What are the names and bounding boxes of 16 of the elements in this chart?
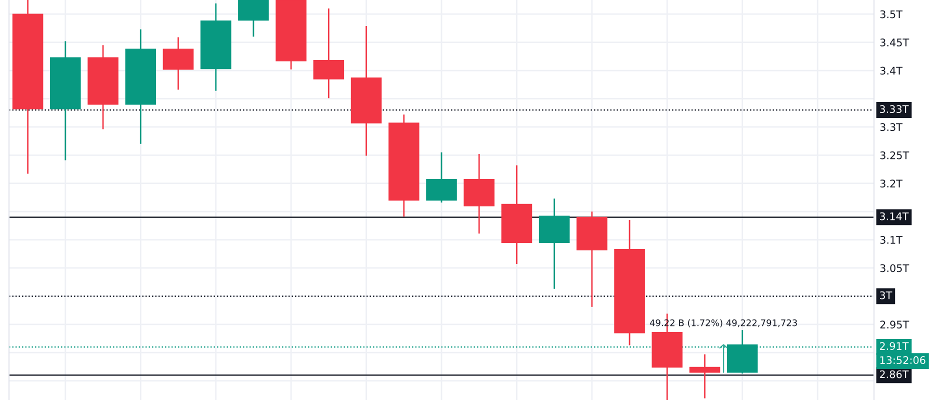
y-tick-label: 3.05T	[880, 264, 910, 272]
y-tick-label: 2.95T	[880, 320, 910, 329]
y-tick-label: 3.3T	[880, 123, 903, 132]
y-tick-label: 3.5T	[880, 10, 903, 18]
ref-line-label: 3.14T	[880, 212, 909, 220]
y-tick-label: 3.45T	[880, 38, 910, 46]
y-tick-label: 3.4T	[880, 66, 903, 75]
ref-line-label: 3.33T	[880, 105, 909, 114]
ref-line-label: 2.91T	[880, 342, 909, 350]
ref-line-label: 3T	[880, 291, 892, 300]
text: 13:52:06	[880, 356, 926, 364]
candlestick	[689, 354, 720, 399]
ref-line-label: 2.86T	[880, 370, 909, 378]
y-tick-label: 3.25T	[880, 151, 910, 160]
y-tick-label: 3.1T	[880, 236, 903, 244]
y-tick-label: 3.2T	[880, 180, 903, 188]
